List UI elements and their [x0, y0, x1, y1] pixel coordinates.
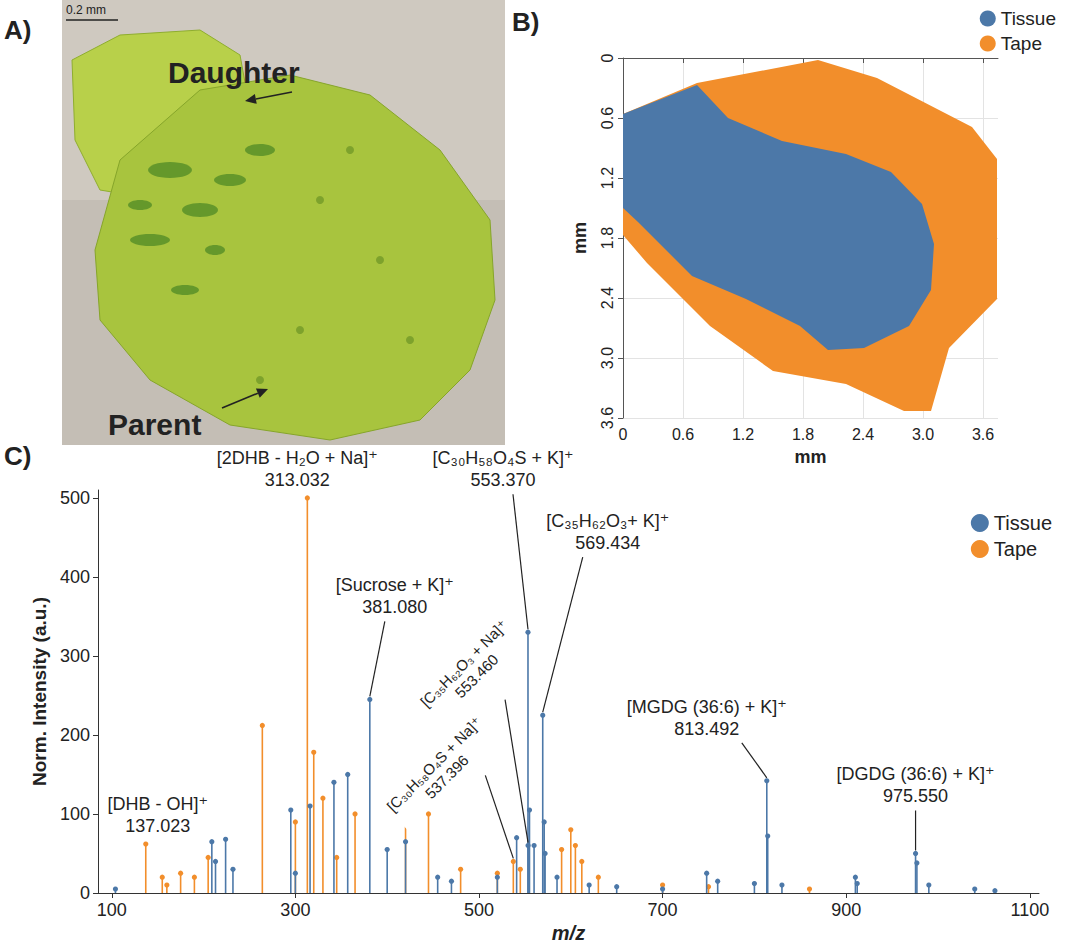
svg-text:300: 300	[280, 900, 310, 920]
svg-text:[C₃₀H₅₈O₄S + Na]⁺: [C₃₀H₅₈O₄S + Na]⁺	[383, 713, 484, 814]
svg-text:537.396: 537.396	[422, 752, 472, 802]
svg-text:900: 900	[831, 900, 861, 920]
svg-text:3.0: 3.0	[599, 347, 616, 369]
svg-text:0: 0	[80, 883, 90, 903]
svg-text:137.023: 137.023	[125, 816, 190, 836]
svg-text:500: 500	[60, 488, 90, 508]
svg-text:0: 0	[619, 426, 628, 443]
svg-text:100: 100	[97, 900, 127, 920]
svg-text:[C₃₀H₅₈O₄S + K]⁺: [C₃₀H₅₈O₄S + K]⁺	[433, 448, 574, 468]
svg-text:553.460: 553.460	[451, 651, 501, 701]
svg-text:1.2: 1.2	[599, 167, 616, 189]
svg-text:mm: mm	[794, 447, 826, 467]
svg-text:813.492: 813.492	[674, 719, 739, 739]
svg-text:Tape: Tape	[994, 538, 1037, 560]
svg-text:200: 200	[60, 725, 90, 745]
svg-text:A): A)	[4, 15, 31, 45]
svg-text:m/z: m/z	[552, 922, 585, 944]
svg-text:1100: 1100	[1010, 900, 1049, 920]
svg-text:400: 400	[60, 567, 90, 587]
svg-text:3.0: 3.0	[912, 426, 934, 443]
svg-text:Tape: Tape	[1001, 33, 1042, 54]
svg-text:0.6: 0.6	[672, 426, 694, 443]
svg-text:1.8: 1.8	[792, 426, 814, 443]
svg-text:0: 0	[599, 53, 616, 62]
svg-text:[C₃₅H₆₂O₃+ K]⁺: [C₃₅H₆₂O₃+ K]⁺	[546, 511, 669, 531]
svg-text:553.370: 553.370	[470, 470, 535, 490]
svg-text:500: 500	[464, 900, 494, 920]
svg-text:[MGDG (36:6) + K]⁺: [MGDG (36:6) + K]⁺	[627, 697, 787, 717]
svg-text:B): B)	[512, 7, 539, 37]
svg-text:300: 300	[60, 646, 90, 666]
svg-text:Tissue: Tissue	[1001, 8, 1056, 29]
svg-text:0.2 mm: 0.2 mm	[66, 3, 106, 17]
svg-text:Tissue: Tissue	[994, 512, 1052, 534]
svg-text:100: 100	[60, 804, 90, 824]
svg-text:1.2: 1.2	[732, 426, 754, 443]
svg-text:3.6: 3.6	[972, 426, 994, 443]
svg-text:[DGDG (36:6) + K]⁺: [DGDG (36:6) + K]⁺	[837, 764, 995, 784]
svg-text:700: 700	[648, 900, 678, 920]
svg-text:2.4: 2.4	[599, 287, 616, 309]
svg-text:0.6: 0.6	[599, 107, 616, 129]
svg-text:569.434: 569.434	[575, 533, 640, 553]
svg-text:975.550: 975.550	[883, 786, 948, 806]
svg-text:Parent: Parent	[108, 408, 201, 441]
svg-text:mm: mm	[570, 222, 590, 254]
svg-text:[2DHB - H₂O + Na]⁺: [2DHB - H₂O + Na]⁺	[217, 448, 378, 468]
svg-text:[C₃₅H₆₂O₃ + Na]⁺: [C₃₅H₆₂O₃ + Na]⁺	[417, 616, 511, 710]
svg-text:Daughter: Daughter	[168, 56, 300, 89]
svg-text:C): C)	[4, 441, 31, 471]
svg-text:Norm. Intensity (a.u.): Norm. Intensity (a.u.)	[29, 597, 50, 786]
svg-text:[Sucrose + K]⁺: [Sucrose + K]⁺	[336, 575, 454, 595]
svg-text:1.8: 1.8	[599, 227, 616, 249]
svg-text:2.4: 2.4	[852, 426, 874, 443]
svg-text:3.6: 3.6	[599, 407, 616, 429]
svg-text:[DHB - OH]⁺: [DHB - OH]⁺	[108, 794, 209, 814]
svg-text:313.032: 313.032	[265, 470, 330, 490]
svg-text:381.080: 381.080	[362, 597, 427, 617]
